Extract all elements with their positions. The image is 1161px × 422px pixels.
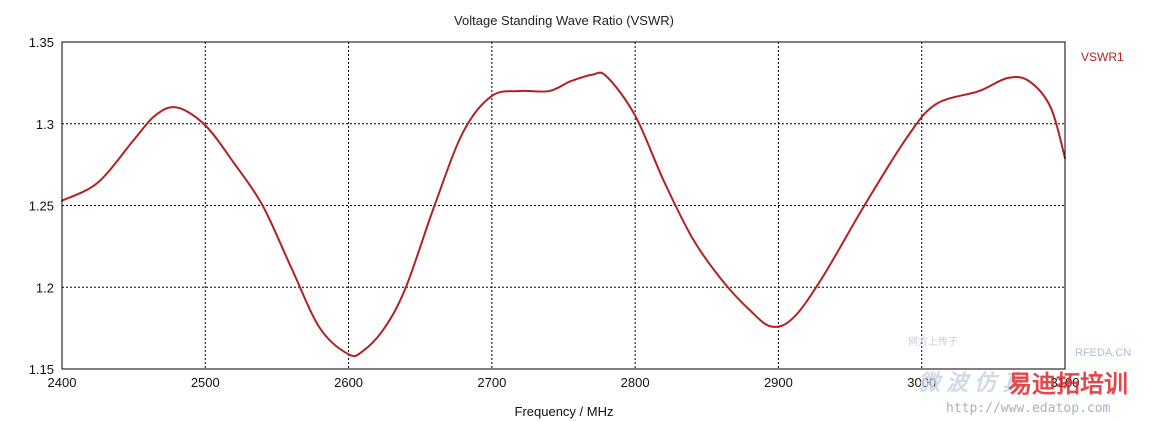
watermark: 网方上传于 RFEDA.CN 微 波 仿 真 http://www.edatop… — [908, 335, 1131, 416]
x-tick-label: 2900 — [764, 375, 793, 390]
x-tick-labels: 2400 2500 2600 2700 2800 2900 3000 3100 — [48, 375, 1080, 390]
y-tick-label: 1.2 — [36, 280, 54, 295]
x-tick-label: 2400 — [48, 375, 77, 390]
x-axis-label: Frequency / MHz — [515, 404, 614, 419]
y-tick-label: 1.35 — [29, 35, 54, 50]
y-tick-label: 1.25 — [29, 199, 54, 214]
y-tick-labels: 1.15 1.2 1.25 1.3 1.35 — [29, 35, 54, 377]
x-tick-label: 2500 — [191, 375, 220, 390]
plot-frame — [61, 41, 1066, 370]
watermark-logo: 易迪拓培训 — [1008, 370, 1128, 398]
watermark-chars: 微 波 仿 真 — [918, 370, 1027, 395]
watermark-brand: RFEDA.CN — [1075, 347, 1131, 359]
series-line-vswr1 — [61, 71, 1066, 358]
x-tick-label: 2700 — [477, 375, 506, 390]
y-tick-label: 1.3 — [36, 117, 54, 132]
legend-entry-vswr1: VSWR1 — [1081, 50, 1124, 64]
x-tick-label: 2600 — [334, 375, 363, 390]
watermark-small-text: 网方上传于 — [908, 335, 958, 348]
series-layer — [61, 71, 1066, 358]
x-tick-label: 3100 — [1051, 375, 1080, 390]
x-tick-label: 3000 — [907, 375, 936, 390]
x-tick-label: 2800 — [621, 375, 650, 390]
grid-lines — [62, 42, 1065, 369]
watermark-url: http://www.edatop.com — [946, 401, 1111, 416]
chart-title: Voltage Standing Wave Ratio (VSWR) — [454, 13, 674, 28]
y-tick-label: 1.15 — [29, 362, 54, 377]
